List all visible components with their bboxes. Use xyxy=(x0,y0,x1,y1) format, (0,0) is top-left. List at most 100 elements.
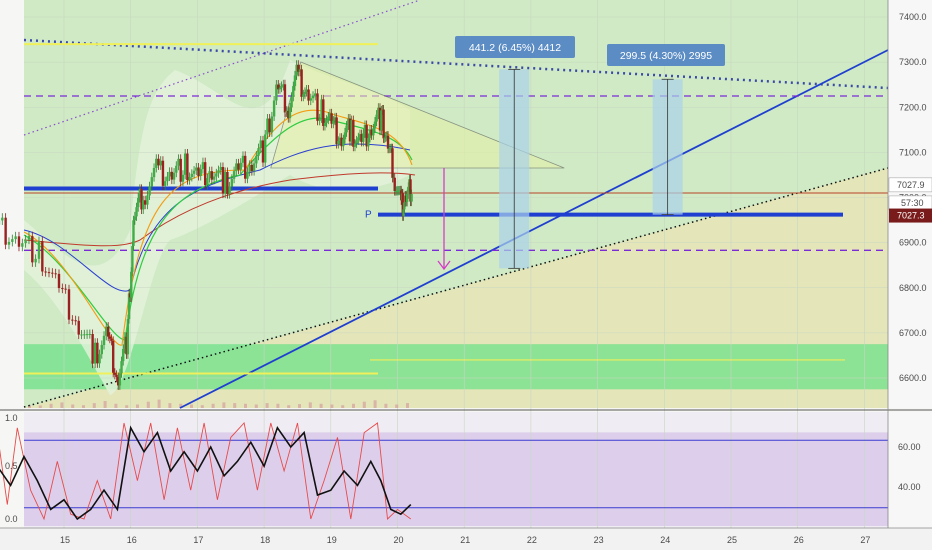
candle-body xyxy=(102,335,106,345)
price-axis-tick-label: 7300.0 xyxy=(899,57,927,67)
volume-bar xyxy=(92,403,96,408)
rsi-left-tick: 0.0 xyxy=(5,514,18,524)
candle-body xyxy=(206,178,209,186)
candle-body xyxy=(106,326,110,337)
rsi-left-tick: 1.0 xyxy=(5,413,18,423)
candle-body xyxy=(203,162,207,186)
volume-bar xyxy=(38,405,42,408)
candle-body xyxy=(123,336,127,349)
candle-body xyxy=(373,121,377,129)
candle-body xyxy=(201,162,205,170)
candle-body xyxy=(208,171,211,179)
descending-dotted-line xyxy=(23,38,889,90)
candle-body xyxy=(270,116,274,133)
price-axis-tick-label: 6900.0 xyxy=(899,238,927,248)
candle-body xyxy=(311,95,315,99)
rsi-layer: 1.0 0.5 0.0 60.00 40.00 xyxy=(0,409,932,528)
candle-body xyxy=(298,69,302,72)
candle-body xyxy=(192,170,196,174)
candle-body xyxy=(226,172,229,195)
candle-body xyxy=(91,334,94,364)
candle-body xyxy=(118,373,122,386)
volume-bar xyxy=(222,402,226,408)
candle-body xyxy=(137,198,140,208)
volume-bar xyxy=(157,399,161,408)
candle-body xyxy=(54,273,57,275)
candle-body xyxy=(155,158,158,168)
time-axis-tick-label: 22 xyxy=(527,535,537,545)
candle-body xyxy=(212,176,216,180)
candle-body xyxy=(367,137,370,147)
volume-bar xyxy=(319,403,323,408)
candle-body xyxy=(266,118,269,135)
candle-body xyxy=(363,124,367,134)
rsi-right-tick: 60.00 xyxy=(898,442,921,452)
candle-body xyxy=(130,271,133,298)
candle-body xyxy=(131,246,134,272)
volume-bar xyxy=(244,403,247,408)
candle-body xyxy=(210,171,214,180)
time-axis-tick-label: 25 xyxy=(727,535,737,545)
annotation-layer: 441.2 (6.45%) 4412 299.5 (4.30%) 2995 xyxy=(437,36,725,271)
candle-body xyxy=(217,170,220,174)
time-axis-tick-label: 27 xyxy=(860,535,870,545)
candle-body xyxy=(314,93,317,96)
volume-bar xyxy=(114,403,118,408)
candle-body xyxy=(170,171,174,180)
volume-bar xyxy=(168,403,172,408)
candle-body xyxy=(261,140,265,163)
candle-body xyxy=(88,334,92,336)
candle-body xyxy=(143,200,147,205)
volume-bar xyxy=(298,404,301,408)
candle-body xyxy=(237,163,240,170)
candle-body xyxy=(132,220,135,247)
time-axis-tick-label: 24 xyxy=(660,535,670,545)
candle-body xyxy=(328,113,332,117)
candle-body xyxy=(51,272,54,274)
candle-body xyxy=(246,171,249,179)
candle-body xyxy=(163,181,167,186)
candle-body xyxy=(31,236,34,263)
target-arrow-head xyxy=(437,260,451,271)
candle-body xyxy=(297,64,300,72)
candle-body xyxy=(108,336,112,339)
candle-body xyxy=(362,133,365,142)
candle-body xyxy=(197,167,200,176)
candle-body xyxy=(135,207,138,217)
candle-body xyxy=(152,167,156,178)
candle-body xyxy=(343,132,347,140)
candle-body xyxy=(332,120,335,124)
volume-bar xyxy=(211,403,215,408)
blue-trend-line xyxy=(179,49,889,409)
candle-body xyxy=(259,140,262,149)
candle-body xyxy=(407,186,410,195)
candle-body xyxy=(285,110,288,113)
candle-body xyxy=(333,117,337,121)
candle-body xyxy=(322,99,325,126)
candle-body xyxy=(179,158,182,182)
candle-body xyxy=(27,236,31,240)
candle-body xyxy=(338,137,342,141)
candle-body xyxy=(24,239,27,244)
volume-bar xyxy=(179,403,183,408)
candle-body xyxy=(352,120,355,147)
candle-body xyxy=(110,338,113,341)
price-axis-tick-label: 7100.0 xyxy=(899,147,927,157)
candle-body xyxy=(105,326,108,336)
candle-body xyxy=(277,84,280,90)
time-axis-background xyxy=(0,528,932,550)
candle-body xyxy=(327,116,330,120)
time-axis-tick-label: 15 xyxy=(60,535,70,545)
candle-body xyxy=(96,342,99,364)
candle-body xyxy=(287,110,290,119)
candle-body xyxy=(377,107,380,115)
candle-body xyxy=(275,84,278,101)
volume-bar xyxy=(233,403,237,408)
volume-bar xyxy=(265,403,269,408)
volume-bar xyxy=(395,404,399,408)
candle-body xyxy=(223,172,227,194)
